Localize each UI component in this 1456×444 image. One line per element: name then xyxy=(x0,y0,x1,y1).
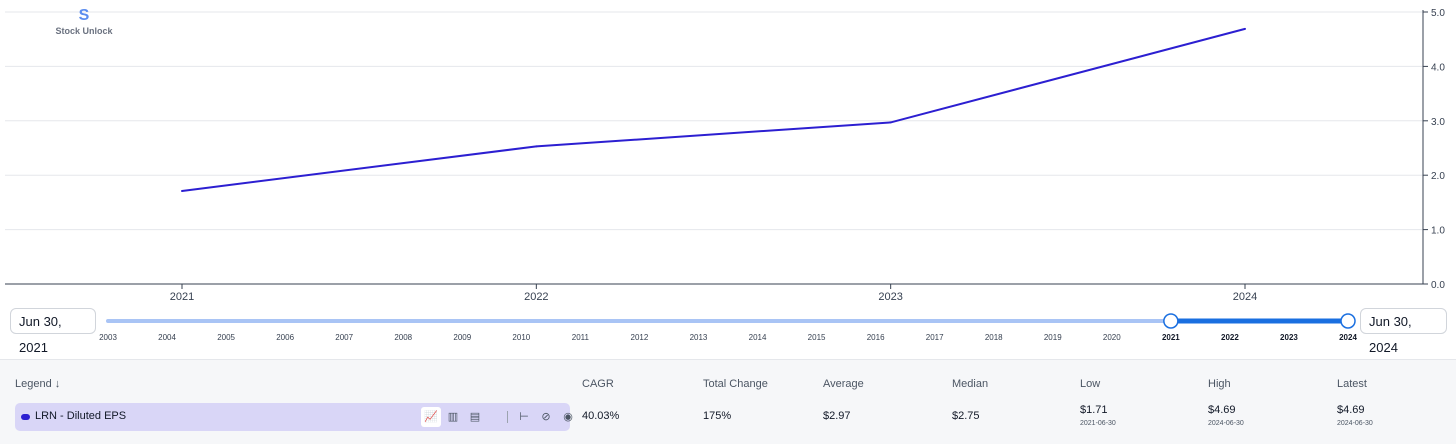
y-tick-label: 3.0 xyxy=(1431,117,1445,128)
total-change-header: Total Change xyxy=(703,378,768,390)
legend-item-lrn-diluted-eps[interactable]: LRN - Diluted EPS 📈 ▥ ▤ ⊢ ⊘ ◉ xyxy=(15,403,573,431)
range-end-date[interactable]: Jun 30, 2024 xyxy=(1360,308,1447,355)
summary-panel: Legend ↓ CAGR Total Change Average Media… xyxy=(0,359,1456,444)
slider-year-label[interactable]: 2006 xyxy=(276,333,294,342)
slider-end-handle[interactable] xyxy=(1340,313,1356,329)
high-value: $4.69 xyxy=(1208,404,1236,416)
total-change-value: 175% xyxy=(703,410,732,422)
y-tick-label: 1.0 xyxy=(1431,226,1445,237)
high-header: High xyxy=(1208,378,1231,390)
bar-chart-alt-icon[interactable]: ▤ xyxy=(469,411,481,423)
slider-year-label[interactable]: 2012 xyxy=(631,333,649,342)
slider-year-label[interactable]: 2013 xyxy=(690,333,708,342)
slider-year-label[interactable]: 2021 xyxy=(1162,333,1180,342)
slider-year-label[interactable]: 2009 xyxy=(453,333,471,342)
latest-date: 2024-06-30 xyxy=(1337,420,1373,427)
median-header: Median xyxy=(952,378,989,390)
series-color-swatch xyxy=(21,414,30,420)
legend-header[interactable]: Legend ↓ xyxy=(15,378,60,390)
slider-year-label[interactable]: 2014 xyxy=(749,333,767,342)
y-tick-label: 4.0 xyxy=(1431,62,1445,73)
latest-header: Latest xyxy=(1337,378,1367,390)
data-point xyxy=(889,121,892,124)
data-point xyxy=(181,189,183,192)
cagr-header: CAGR xyxy=(582,378,614,390)
data-point xyxy=(1244,27,1246,30)
y-tick-label: 2.0 xyxy=(1431,171,1445,182)
x-tick-label: 2022 xyxy=(524,291,548,303)
y-tick-label: 0.0 xyxy=(1431,280,1445,291)
x-axis: 2021 2022 2023 2024 xyxy=(5,283,1423,303)
x-tick-label: 2021 xyxy=(170,291,194,303)
slider-year-label[interactable]: 2022 xyxy=(1221,333,1239,342)
legend-header-label: Legend xyxy=(15,378,52,390)
low-header: Low xyxy=(1080,378,1101,390)
toolbar-divider xyxy=(507,411,508,423)
slider-year-label[interactable]: 2004 xyxy=(158,333,176,342)
x-tick-label: 2024 xyxy=(1233,291,1257,303)
latest-value: $4.69 xyxy=(1337,404,1365,416)
x-tick-label: 2023 xyxy=(878,291,902,303)
high-date: 2024-06-30 xyxy=(1208,420,1244,427)
low-date: 2021-06-30 xyxy=(1080,420,1116,427)
range-slider[interactable]: 2003 2004 2005 2006 2007 2008 2009 2010 2011 2012… xyxy=(0,308,1456,348)
slider-year-label[interactable]: 2005 xyxy=(217,333,235,342)
slider-year-label[interactable]: 2020 xyxy=(1103,333,1121,342)
data-point xyxy=(535,145,538,148)
low-value: $1.71 xyxy=(1080,404,1108,416)
slider-year-label[interactable]: 2015 xyxy=(808,333,826,342)
chart-gridlines xyxy=(5,11,1423,231)
average-value: $2.97 xyxy=(823,410,851,422)
series-line-lrn-diluted-eps xyxy=(181,27,1246,192)
range-icon[interactable]: ⊢ xyxy=(519,411,529,423)
slider-year-label[interactable]: 2003 xyxy=(99,333,117,342)
slider-year-label[interactable]: 2011 xyxy=(572,333,590,342)
logo-icon: S xyxy=(78,7,90,24)
range-start-date[interactable]: Jun 30, 2021 xyxy=(10,308,96,355)
logo-text: Stock Unlock xyxy=(55,26,113,36)
slider-year-label[interactable]: 2024 xyxy=(1339,333,1357,342)
chart-series xyxy=(181,27,1246,192)
sort-arrow-icon: ↓ xyxy=(54,378,61,390)
median-value: $2.75 xyxy=(952,410,980,422)
average-header: Average xyxy=(823,378,864,390)
line-chart-icon[interactable]: 📈 xyxy=(421,407,441,427)
visibility-icon[interactable]: ◉ xyxy=(563,411,573,423)
slider-year-label[interactable]: 2016 xyxy=(867,333,885,342)
bar-chart-icon[interactable]: ▥ xyxy=(447,411,459,423)
slider-year-label[interactable]: 2008 xyxy=(394,333,412,342)
slider-year-label[interactable]: 2010 xyxy=(512,333,530,342)
slider-start-handle[interactable] xyxy=(1163,313,1179,329)
slider-year-label[interactable]: 2007 xyxy=(335,333,353,342)
slider-year-label[interactable]: 2018 xyxy=(985,333,1003,342)
cagr-value: 40.03% xyxy=(582,410,620,422)
slider-year-label[interactable]: 2017 xyxy=(926,333,944,342)
eps-line-chart: 0.0 1.0 2.0 3.0 4.0 5.0 2021 2022 2023 2024 xyxy=(5,8,1445,303)
y-axis: 0.0 1.0 2.0 3.0 4.0 5.0 xyxy=(1422,8,1445,291)
stock-unlock-logo: S Stock Unlock xyxy=(54,7,114,37)
y-tick-label: 5.0 xyxy=(1431,8,1445,19)
legend-item-label: LRN - Diluted EPS xyxy=(35,410,127,422)
hide-scale-icon[interactable]: ⊘ xyxy=(541,411,551,423)
slider-year-label[interactable]: 2019 xyxy=(1044,333,1062,342)
slider-year-label[interactable]: 2023 xyxy=(1280,333,1298,342)
